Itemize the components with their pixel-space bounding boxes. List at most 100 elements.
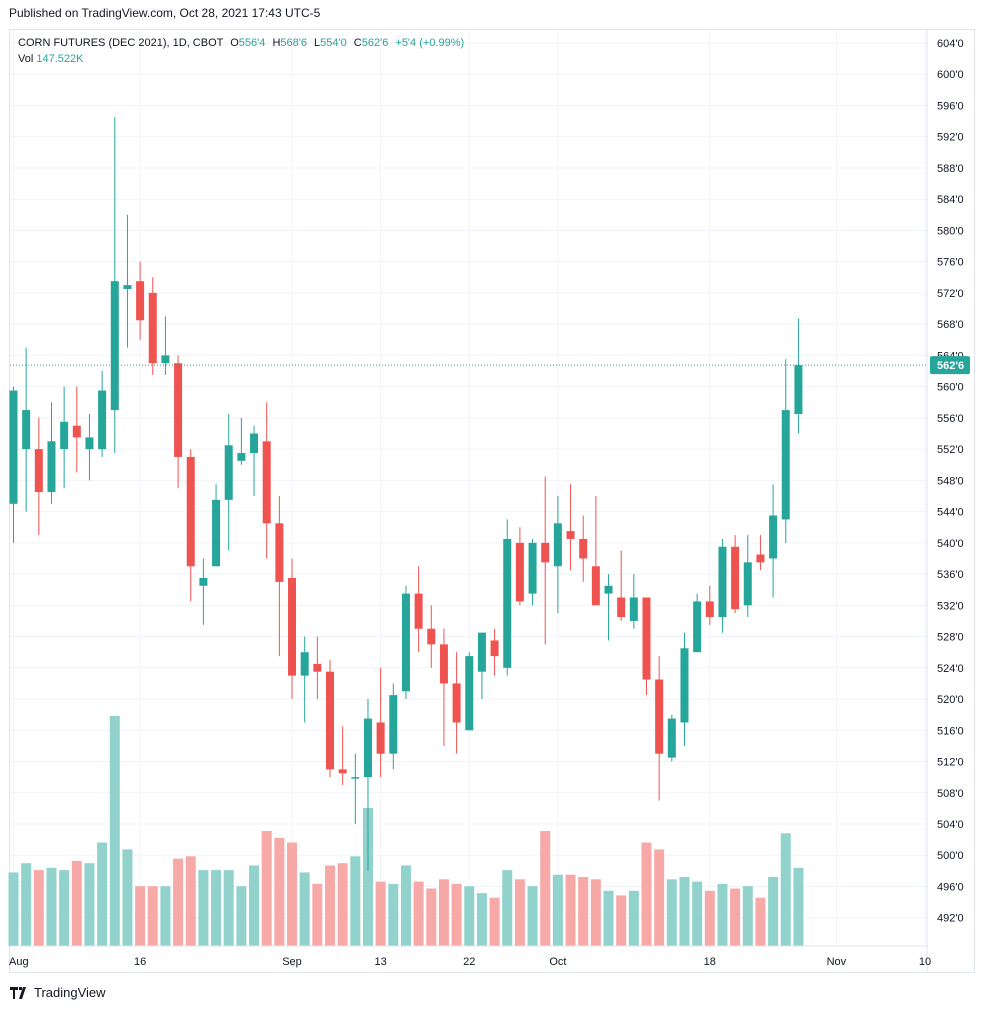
last-price-badge [930,356,970,375]
price-tick-label: 496'0 [937,881,964,893]
price-tick-label: 544'0 [937,507,964,519]
candle-body [351,777,360,779]
time-tick-label: 22 [463,956,475,968]
volume-bar [147,886,158,946]
candle-body [452,683,461,723]
volume-bar [438,879,449,946]
volume-bar [59,870,70,946]
candle-body [731,546,740,610]
volume-bar [185,856,196,946]
candle-body [655,679,664,754]
time-tick-label: 18 [704,956,716,968]
published-caption: Published on TradingView.com, Oct 28, 20… [9,6,321,20]
price-tick-label: 548'0 [937,475,964,487]
price-tick-label: 520'0 [937,694,964,706]
candle-body [110,281,119,411]
candle-body [186,456,195,567]
price-tick-label: 572'0 [937,288,964,300]
volume-bar [755,897,766,946]
volume-bar [299,872,310,946]
volume-bar [578,877,589,946]
volume-bar [793,867,804,946]
volume-bar [46,867,57,946]
candle-body [541,542,550,563]
volume-bar [616,895,627,946]
candle-body [718,546,727,618]
price-tick-label: 552'0 [937,444,964,456]
price-tick-label: 604'0 [937,38,964,50]
volume-bar [603,890,614,946]
candle-body [288,577,297,676]
candle-body [98,390,107,450]
candle-body [161,355,170,364]
volume-bar [33,870,44,946]
candle-body [326,671,334,770]
volume-bar [641,842,652,946]
candle-body [224,445,233,500]
volume-bar [426,888,437,946]
candle-body [401,593,410,692]
volume-bar [780,833,791,946]
price-tick-label: 500'0 [937,850,964,862]
volume-bar [249,865,260,946]
time-tick-label: Aug [9,956,29,968]
volume-bar [679,877,690,946]
candle-body [47,441,56,493]
volume-bar [337,863,348,946]
legend-close-value: 562'6 [361,37,389,49]
candle-body [262,441,271,524]
price-tick-label: 600'0 [937,69,964,81]
brand-name: TradingView [34,985,106,1000]
volume-bar [211,870,222,946]
candle-body [123,285,132,290]
volume-bar [21,863,32,946]
price-tick-label: 592'0 [937,132,964,144]
candle-body [490,640,499,657]
time-tick-label: Sep [282,956,302,968]
volume-bar [274,837,285,946]
price-tick-label: 556'0 [937,413,964,425]
candle-body [199,577,208,586]
candle-body [794,365,803,414]
volume-bar [122,849,133,946]
volume-bar [628,890,639,946]
volume-bar [261,831,272,946]
candle-body [503,538,512,668]
candle-body [275,523,284,582]
candle-body [72,425,81,438]
volume-bar [768,877,779,946]
volume-bar [717,883,728,946]
volume-bar [71,860,82,946]
price-tick-label: 584'0 [937,194,964,206]
volume-bar [464,886,475,946]
time-tick-label: 16 [134,956,146,968]
legend-volume-value: 147.522K [36,53,84,65]
candle-body [313,663,322,672]
candle-body [338,769,347,774]
legend-high-value: 568'6 [280,37,307,49]
candle-body [250,433,259,454]
candle-body [756,554,765,563]
candle-body [705,601,714,618]
candle-body [85,437,94,450]
volume-bar [552,874,563,946]
candle-body [427,628,436,645]
candle-body [642,597,651,680]
volume-bar [362,808,373,946]
legend-close-label: C [353,37,362,49]
price-tick-label: 596'0 [937,100,964,112]
candle-body [566,531,575,539]
candle-body [769,515,778,559]
time-tick-label: 13 [375,956,387,968]
volume-bar [451,883,462,946]
legend-open-label: O [230,37,239,49]
price-tick-label: 588'0 [937,163,964,175]
volume-bar [198,870,209,946]
volume-bar [692,881,703,946]
volume-bar [173,858,184,946]
volume-bar [654,849,665,946]
price-tick-label: 508'0 [937,788,964,800]
candle-body [617,597,626,618]
candle-body [148,292,157,364]
